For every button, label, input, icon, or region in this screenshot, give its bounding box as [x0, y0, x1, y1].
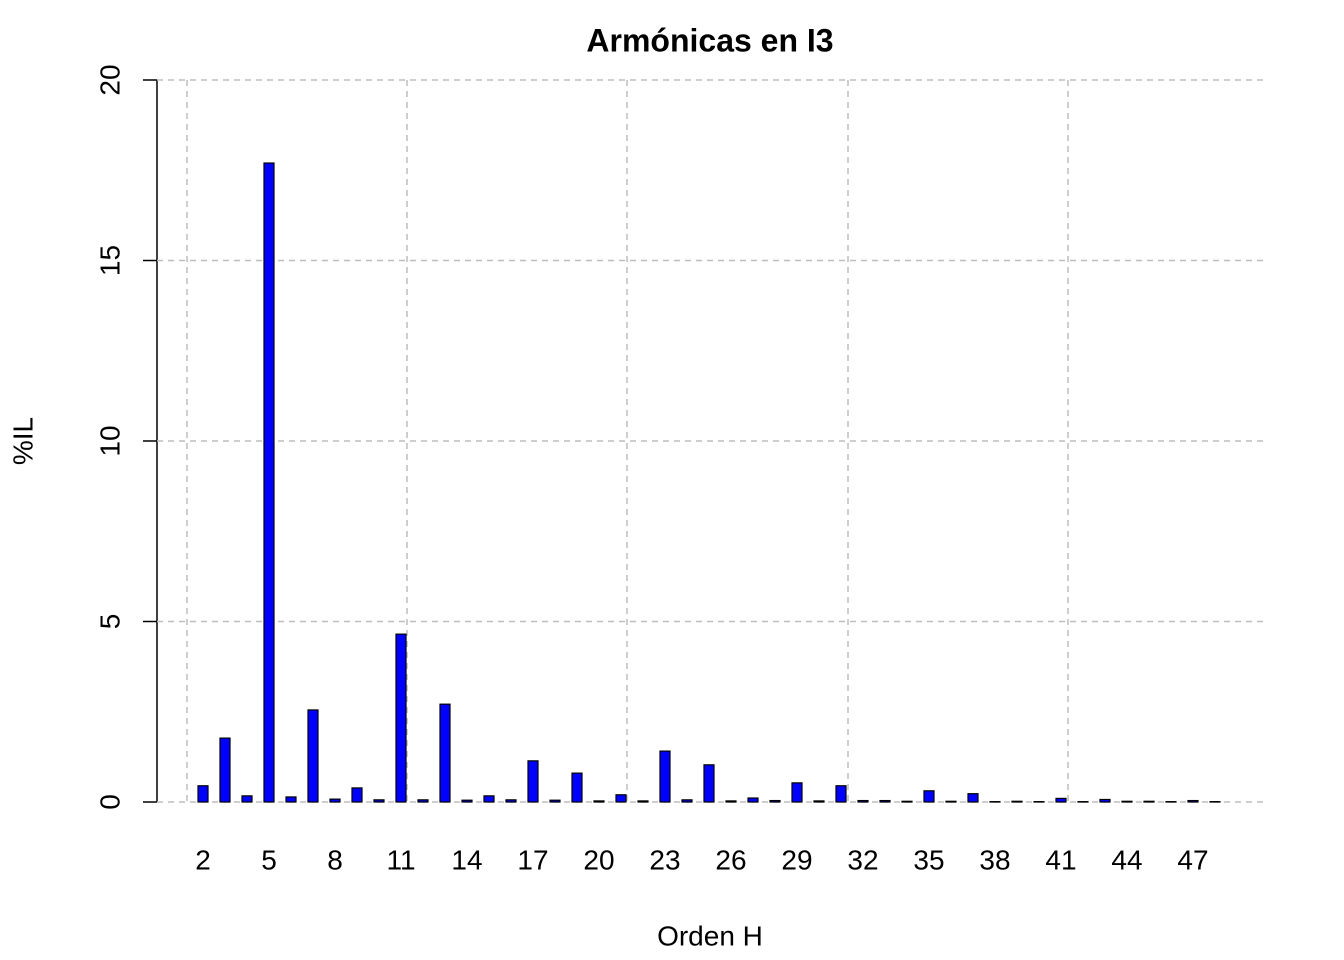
x-axis-title: Orden H	[657, 920, 763, 951]
bar	[285, 796, 297, 803]
bar	[901, 800, 913, 803]
bar	[461, 799, 473, 803]
bar	[483, 795, 495, 803]
x-tick-label: 26	[715, 844, 746, 875]
bar	[1055, 797, 1067, 803]
y-tick-label: 5	[94, 614, 125, 630]
bar	[615, 794, 627, 803]
bar	[835, 785, 847, 803]
bar	[747, 797, 759, 803]
bar	[681, 799, 693, 803]
bar	[791, 782, 803, 803]
bar	[307, 709, 319, 803]
bar	[1011, 800, 1023, 803]
y-tick-label: 0	[94, 794, 125, 810]
bar	[703, 764, 715, 803]
bar	[1121, 800, 1133, 803]
bar	[593, 800, 605, 803]
x-tick-label: 41	[1045, 844, 1076, 875]
bar	[329, 798, 341, 803]
y-tick-label: 20	[94, 64, 125, 95]
x-tick-label: 8	[327, 844, 343, 875]
y-tick-label: 15	[94, 245, 125, 276]
bar	[219, 737, 231, 803]
bar	[725, 800, 737, 803]
x-tick-label: 47	[1177, 844, 1208, 875]
bar	[241, 795, 253, 803]
x-tick-label: 11	[386, 844, 415, 875]
bar	[1099, 798, 1111, 803]
bar	[923, 790, 935, 803]
bar	[857, 799, 869, 803]
bar	[571, 772, 583, 803]
x-tick-label: 20	[583, 844, 614, 875]
bar	[439, 703, 451, 803]
x-tick-label: 5	[261, 844, 277, 875]
x-tick-label: 32	[847, 844, 878, 875]
bar	[967, 793, 979, 803]
bar	[1143, 800, 1155, 803]
x-tick-label: 17	[517, 844, 548, 875]
x-tick-label: 35	[913, 844, 944, 875]
chart-title: Armónicas en I3	[586, 22, 833, 58]
x-tick-label: 14	[451, 844, 482, 875]
bar	[505, 799, 517, 803]
x-tick-label: 38	[979, 844, 1010, 875]
bar	[417, 799, 429, 803]
x-tick-label: 29	[781, 844, 812, 875]
y-axis-title: %IL	[7, 417, 38, 465]
bar	[945, 800, 957, 803]
x-tick-label: 44	[1111, 844, 1142, 875]
bar	[637, 800, 649, 803]
x-tick-label: 23	[649, 844, 680, 875]
bar	[263, 162, 275, 803]
bar	[373, 799, 385, 803]
bar	[659, 750, 671, 803]
bar	[351, 787, 363, 803]
bar	[197, 785, 209, 803]
bar	[395, 633, 407, 803]
bar	[769, 799, 781, 803]
bar	[879, 799, 891, 803]
vertical-grid	[186, 80, 1069, 802]
bar	[813, 800, 825, 803]
bar	[1187, 799, 1199, 803]
bar	[549, 799, 561, 803]
y-tick-label: 10	[94, 425, 125, 456]
x-tick-label: 2	[195, 844, 211, 875]
bar	[527, 760, 539, 803]
